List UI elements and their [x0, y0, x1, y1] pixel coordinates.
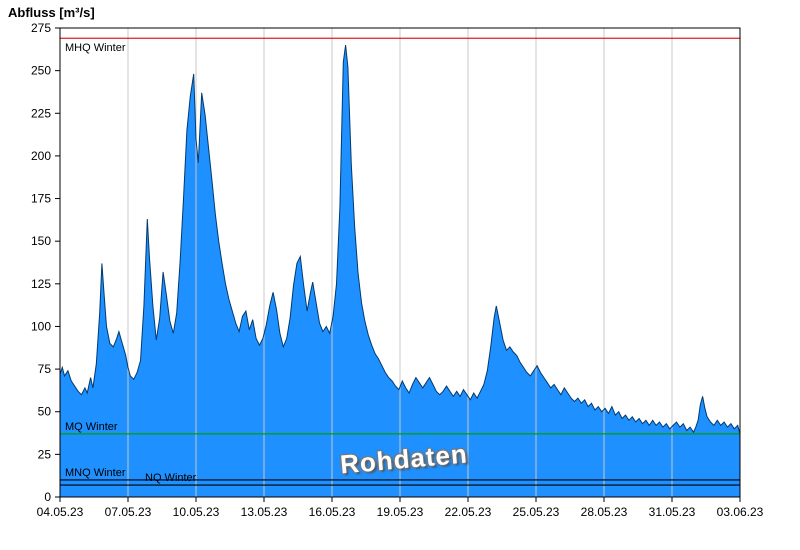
- x-tick-label: 07.05.23: [105, 505, 152, 519]
- reference-label-mq-winter: MQ Winter: [65, 421, 118, 433]
- reference-label-mnq-winter: MNQ Winter: [65, 467, 126, 479]
- y-tick-label: 75: [38, 362, 52, 376]
- reference-label-mhq-winter: MHQ Winter: [65, 42, 126, 54]
- y-tick-label: 100: [31, 319, 51, 333]
- discharge-area: [60, 45, 740, 497]
- x-tick-label: 22.05.23: [445, 505, 492, 519]
- y-tick-label: 125: [31, 277, 51, 291]
- x-tick-label: 04.05.23: [37, 505, 84, 519]
- y-tick-label: 225: [31, 106, 51, 120]
- x-tick-label: 03.06.23: [717, 505, 764, 519]
- y-tick-label: 150: [31, 234, 51, 248]
- x-tick-label: 16.05.23: [309, 505, 356, 519]
- x-tick-label: 13.05.23: [241, 505, 288, 519]
- y-tick-label: 50: [38, 405, 52, 419]
- y-tick-label: 25: [38, 447, 52, 461]
- plot-border: [59, 27, 741, 498]
- x-tick-label: 31.05.23: [649, 505, 696, 519]
- x-tick-label: 25.05.23: [513, 505, 560, 519]
- x-tick-label: 10.05.23: [173, 505, 220, 519]
- y-tick-label: 175: [31, 192, 51, 206]
- reference-label-nq-winter: NQ Winter: [145, 472, 197, 484]
- y-tick-label: 275: [31, 21, 51, 35]
- discharge-line: [59, 45, 741, 435]
- chart-title: Abfluss [m³/s]: [8, 5, 95, 20]
- y-tick-label: 200: [31, 149, 51, 163]
- x-tick-label: 19.05.23: [377, 505, 424, 519]
- y-tick-label: 0: [44, 490, 51, 504]
- y-tick-label: 250: [31, 64, 51, 78]
- x-tick-label: 28.05.23: [581, 505, 628, 519]
